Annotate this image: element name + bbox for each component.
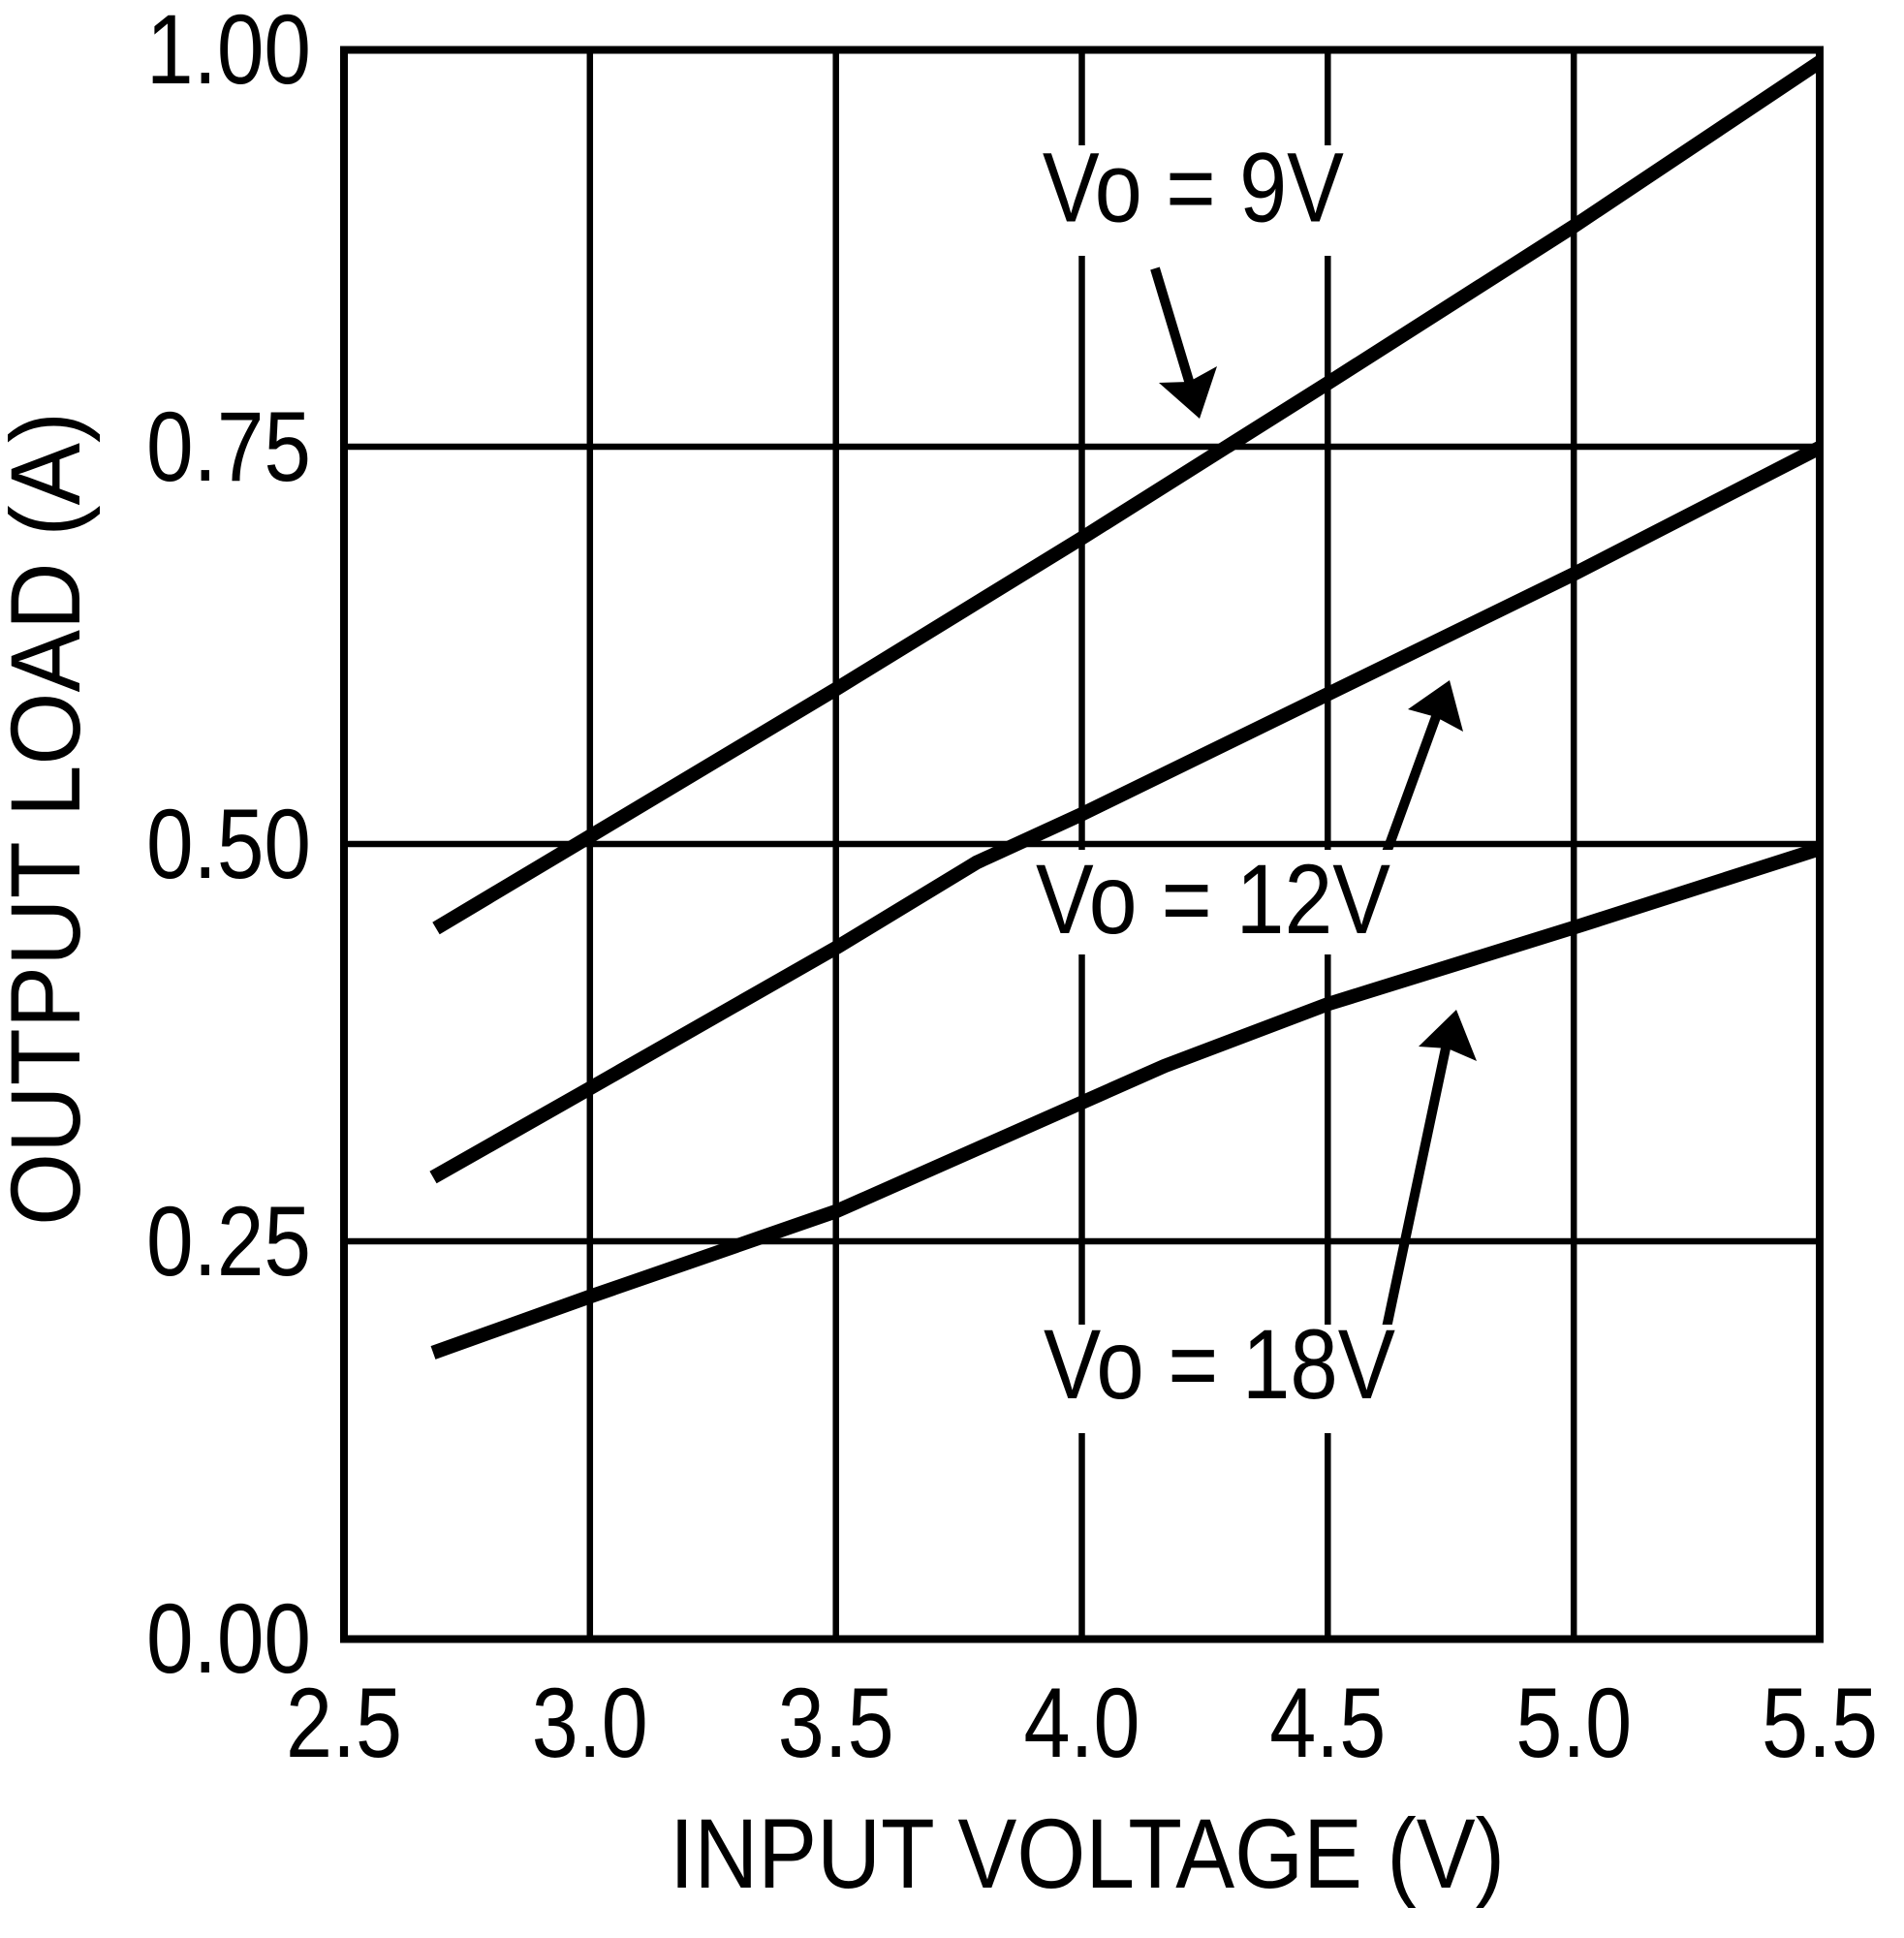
svg-text:4.0: 4.0 xyxy=(1024,1668,1140,1778)
svg-text:4.5: 4.5 xyxy=(1269,1668,1386,1778)
svg-text:5.5: 5.5 xyxy=(1762,1668,1878,1778)
svg-text:Vo = 18V: Vo = 18V xyxy=(1044,1309,1395,1420)
svg-text:0.75: 0.75 xyxy=(146,391,311,502)
svg-text:INPUT VOLTAGE (V): INPUT VOLTAGE (V) xyxy=(670,1798,1505,1909)
svg-text:2.5: 2.5 xyxy=(286,1668,402,1778)
svg-text:1.00: 1.00 xyxy=(146,0,311,105)
svg-text:0.50: 0.50 xyxy=(146,789,311,899)
svg-text:0.25: 0.25 xyxy=(146,1186,311,1297)
svg-text:Vo = 12V: Vo = 12V xyxy=(1036,844,1390,954)
svg-text:5.0: 5.0 xyxy=(1515,1668,1632,1778)
svg-text:3.5: 3.5 xyxy=(778,1668,894,1778)
svg-text:OUTPUT LOAD (A): OUTPUT LOAD (A) xyxy=(0,412,101,1226)
svg-text:3.0: 3.0 xyxy=(532,1668,648,1778)
svg-text:0.00: 0.00 xyxy=(146,1583,311,1694)
svg-text:Vo = 9V: Vo = 9V xyxy=(1043,133,1344,243)
